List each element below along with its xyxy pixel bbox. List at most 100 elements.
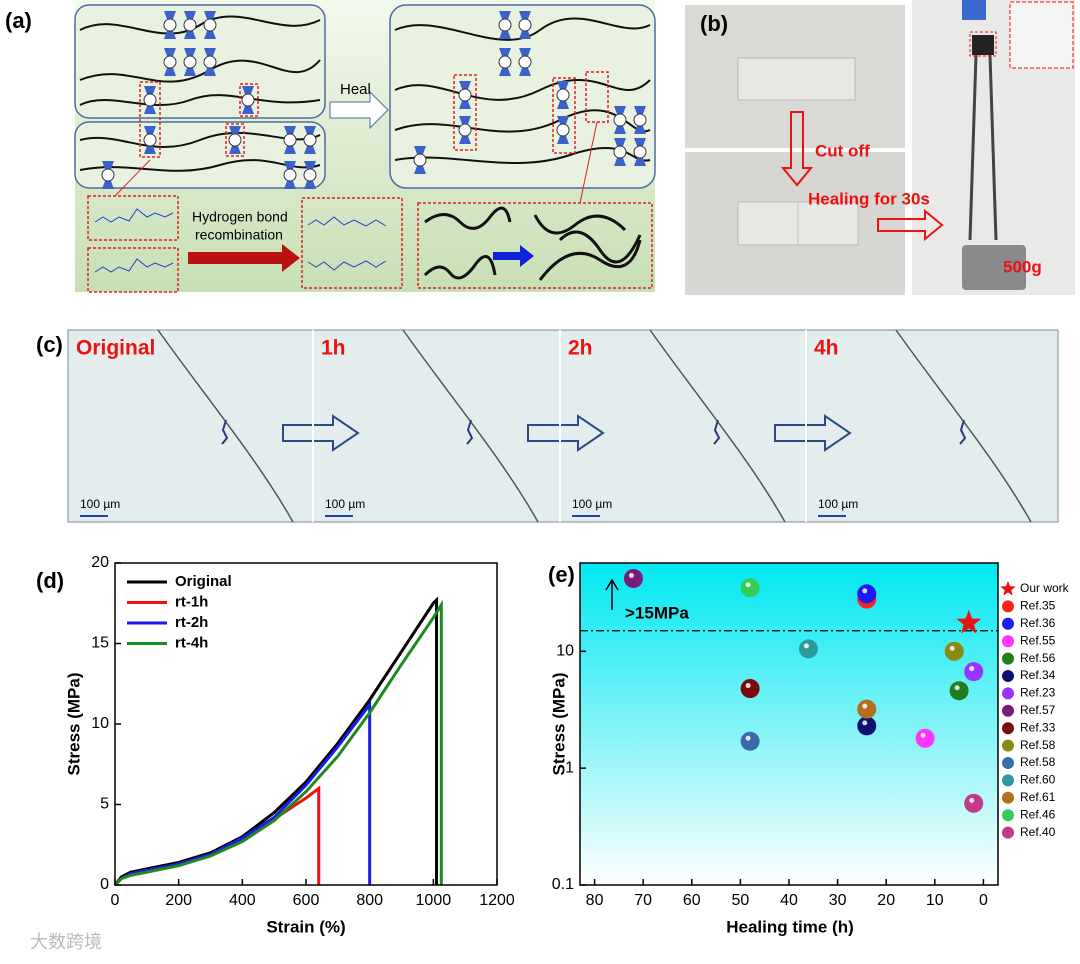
legend-swatch — [1002, 757, 1014, 769]
arrow — [780, 111, 814, 187]
network-box — [74, 4, 326, 119]
arrow — [493, 245, 534, 267]
frame-title: Original — [76, 337, 155, 360]
point — [857, 716, 877, 736]
frame-title: 2h — [568, 337, 593, 360]
point-highlight — [628, 572, 634, 578]
legend-label: Ref.61 — [1020, 790, 1056, 804]
point-highlight — [745, 582, 751, 588]
y-tick-label: 1 — [565, 759, 574, 776]
y-tick-label: 15 — [91, 635, 109, 652]
x-tick-label: 0 — [979, 892, 988, 909]
legend-swatch — [1002, 652, 1014, 665]
legend-label: Ref.34 — [1020, 668, 1056, 682]
legend-label: Ref.57 — [1020, 703, 1056, 717]
x-tick-label: 600 — [293, 892, 320, 909]
clip — [972, 35, 994, 55]
cut-text: Cut off — [815, 141, 870, 160]
crack — [649, 329, 786, 523]
legend-swatch — [1002, 635, 1014, 648]
watermark: 大数跨境 — [30, 932, 102, 952]
x-tick-label: 1200 — [479, 892, 515, 909]
legend-swatch — [1002, 739, 1014, 752]
crack — [895, 329, 1032, 523]
y-tick-label: 10 — [91, 715, 109, 732]
heal-arrow — [329, 90, 389, 130]
zoom-box — [1009, 1, 1074, 69]
heal-text: Heal — [340, 81, 371, 98]
legend-label: Ref.23 — [1020, 686, 1056, 700]
legend-swatch — [1000, 581, 1016, 596]
legend-label: Original — [175, 573, 232, 590]
point — [740, 731, 760, 751]
arrow — [877, 208, 944, 242]
legend-label: rt-1h — [175, 593, 208, 610]
line — [113, 596, 439, 886]
point — [949, 681, 969, 701]
frame-title: 4h — [814, 337, 839, 360]
point-highlight — [969, 797, 975, 803]
line — [113, 700, 372, 887]
point-highlight — [862, 588, 868, 594]
plot-frame — [114, 562, 498, 886]
y-tick-label: 0 — [100, 876, 109, 893]
x-tick-label: 70 — [634, 892, 652, 909]
legend-label: rt-4h — [175, 634, 208, 651]
point — [857, 699, 877, 719]
panel-b: Cut off Healing for 30s 500g (b) — [685, 0, 1075, 295]
legend-swatch — [1002, 704, 1014, 717]
legend-label: Ref.33 — [1020, 720, 1056, 734]
legend-label: Ref.40 — [1020, 825, 1056, 839]
scale-text: 100 µm — [80, 497, 120, 511]
sample — [737, 57, 856, 101]
point-highlight — [745, 683, 751, 689]
legend-swatch — [1002, 687, 1014, 700]
molecule-sketch — [94, 208, 387, 273]
legend-swatch — [1002, 670, 1014, 682]
point — [944, 641, 964, 661]
network-box — [74, 121, 326, 189]
legend-swatch — [1002, 809, 1014, 822]
panel-label: (d) — [36, 568, 64, 593]
panel-label: (e) — [548, 562, 575, 587]
pointer — [579, 121, 598, 204]
y-tick-label: 20 — [91, 554, 109, 571]
legend-label: Ref.58 — [1020, 738, 1056, 752]
pointer — [114, 159, 151, 197]
point-highlight — [920, 732, 926, 738]
legend-label: Ref.58 — [1020, 755, 1056, 769]
weight — [962, 245, 1026, 290]
y-axis-label: Stress (MPa) — [549, 673, 568, 776]
legend-swatch — [1002, 774, 1014, 787]
hook — [968, 54, 998, 241]
point — [964, 662, 984, 682]
y-tick-label: 5 — [100, 796, 109, 813]
legend-swatch — [1002, 617, 1014, 630]
panel-label: (b) — [700, 11, 728, 36]
zoom-box — [969, 31, 997, 57]
arrow — [188, 244, 300, 272]
x-tick-label: 60 — [683, 892, 701, 909]
legend-swatch — [1002, 826, 1014, 839]
plot-frame — [579, 562, 999, 886]
panel-a: Heal Hydrogen bond recombination (a) — [5, 0, 656, 293]
debris — [713, 419, 721, 445]
legend-swatch — [1002, 722, 1014, 735]
y-tick-label: 0.1 — [552, 876, 574, 893]
x-axis-label: Strain (%) — [266, 917, 345, 936]
arrow — [282, 414, 360, 452]
annotation-arrow — [605, 578, 619, 610]
point — [623, 568, 643, 588]
point — [956, 609, 982, 634]
scale-text: 100 µm — [818, 497, 858, 511]
panel-label: (c) — [36, 332, 63, 357]
legend-label: Our work — [1020, 581, 1070, 595]
point-highlight — [862, 703, 868, 709]
x-tick-label: 10 — [926, 892, 944, 909]
arrow — [774, 414, 852, 452]
point-highlight — [862, 720, 868, 726]
point-highlight — [949, 645, 955, 651]
weight-text: 500g — [1003, 257, 1042, 276]
arrow-text: recombination — [195, 227, 283, 243]
